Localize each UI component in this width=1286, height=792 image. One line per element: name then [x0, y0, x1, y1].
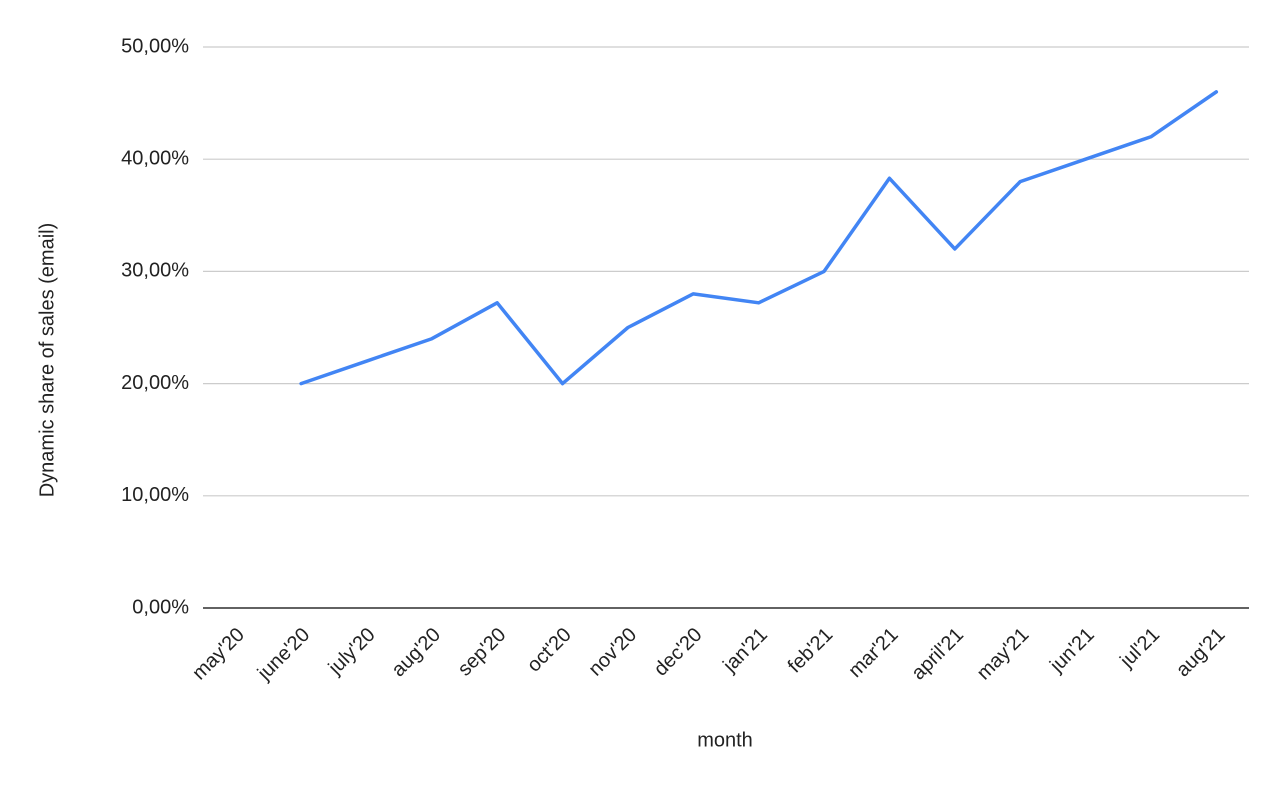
x-tick-label: may'20: [188, 624, 249, 685]
x-tick-label: aug'21: [1172, 624, 1230, 682]
x-tick-label: mar'21: [844, 624, 902, 682]
x-tick-label: jul'21: [1115, 624, 1164, 673]
y-tick-label: 0,00%: [132, 596, 189, 618]
x-tick-label: april'21: [907, 624, 968, 685]
x-tick-label: aug'20: [387, 624, 445, 682]
x-tick-label: oct'20: [523, 624, 576, 677]
y-tick-label: 40,00%: [121, 147, 189, 169]
y-tick-label: 50,00%: [121, 35, 189, 57]
x-tick-label: sep'20: [454, 624, 511, 681]
x-tick-label: feb'21: [784, 624, 838, 678]
x-tick-label: nov'20: [584, 624, 641, 681]
x-axis-title: month: [697, 729, 753, 751]
x-tick-label: jun'21: [1045, 624, 1099, 678]
x-tick-label: july'20: [324, 624, 380, 680]
y-axis-title: Dynamic share of sales (email): [36, 223, 58, 498]
y-tick-label: 30,00%: [121, 260, 189, 282]
x-tick-label: jan'21: [718, 624, 772, 678]
x-tick-label: dec'20: [650, 624, 707, 681]
y-tick-label: 20,00%: [121, 372, 189, 394]
line-series: [299, 90, 1219, 386]
x-tick-label: june'20: [253, 624, 314, 685]
y-tick-label: 10,00%: [121, 484, 189, 506]
x-tick-label: may'21: [973, 624, 1034, 685]
